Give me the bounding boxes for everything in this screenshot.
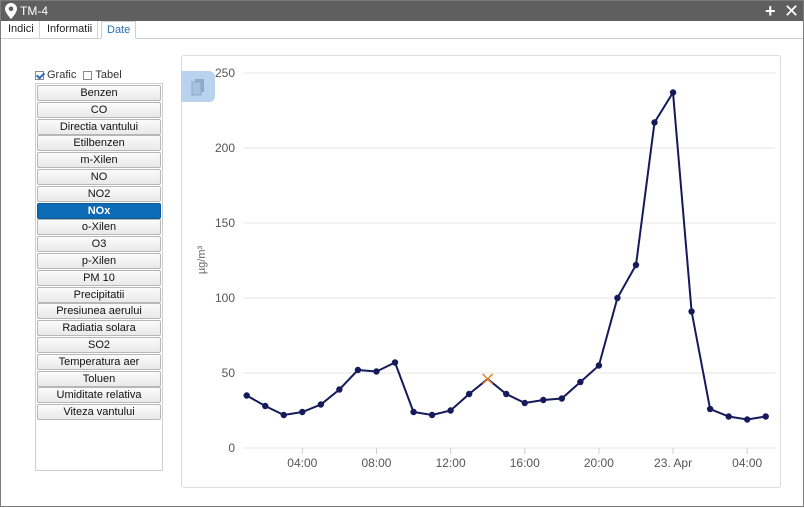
tab-date[interactable]: Date [101,21,137,39]
data-point[interactable] [280,411,287,419]
parameter-button-temperatura-aer[interactable]: Temperatura aer [37,353,161,370]
data-point[interactable] [669,89,677,96]
parameter-button-co[interactable]: CO [37,101,161,118]
add-icon[interactable]: + [765,1,776,21]
x-tick-label: 16:00 [510,456,540,470]
data-point[interactable] [632,261,640,269]
y-axis-label: µg/m³ [196,245,208,274]
chart-view-option[interactable]: Grafic [35,69,76,81]
tab-indici[interactable]: Indici [3,21,40,39]
parameter-button-viteza-vantului[interactable]: Viteza vantului [37,404,161,421]
parameter-button-nox[interactable]: NOx [37,202,161,219]
data-point[interactable] [317,401,325,408]
data-point[interactable] [558,395,566,402]
data-point[interactable] [503,390,510,398]
parameter-button-o3[interactable]: O3 [37,236,161,253]
data-point[interactable] [465,390,473,398]
data-point[interactable] [354,366,362,374]
data-point[interactable] [651,119,658,126]
x-tick-label: 04:00 [287,456,317,470]
data-point[interactable] [336,386,343,393]
data-point[interactable] [743,416,751,423]
data-point[interactable] [521,399,528,407]
view-toggle: Grafic Tabel [35,69,126,83]
parameter-button-etilbenzen[interactable]: Etilbenzen [37,135,161,152]
data-point[interactable] [614,294,621,302]
x-tick-label: 12:00 [436,456,466,470]
y-tick-label: 50 [222,366,236,380]
parameter-button-benzen[interactable]: Benzen [37,85,161,101]
data-point[interactable] [595,362,603,369]
parameter-button-precipitatii[interactable]: Precipitatii [37,286,161,303]
close-icon[interactable]: ✕ [784,1,800,21]
parameter-button-no[interactable]: NO [37,169,161,185]
x-tick-label: 20:00 [584,456,614,470]
data-point[interactable] [299,408,306,416]
title-bar: TM-4 + ✕ [1,1,803,21]
parameter-button-so2[interactable]: SO2 [37,337,161,353]
tab-bar: Indici Informatii Date [1,21,803,39]
x-tick-label: 23. Apr [654,456,692,470]
data-point[interactable] [391,359,399,366]
y-tick-label: 200 [215,141,235,155]
y-tick-label: 100 [215,291,235,305]
parameter-button-p-xilen[interactable]: p-Xilen [37,253,161,269]
parameter-button-m-xilen[interactable]: m-Xilen [37,152,161,169]
parameter-list: Benzen CO Directia vantului Etilbenzen m-Xil… [35,83,163,471]
data-point[interactable] [762,413,769,420]
data-point[interactable] [373,368,380,375]
data-point[interactable] [725,413,732,420]
parameter-button-umiditate-relativa[interactable]: Umiditate relativa [37,387,161,404]
data-point[interactable] [688,308,695,315]
series-line [246,89,766,421]
data-point[interactable] [577,378,584,386]
data-point[interactable] [243,392,250,399]
data-point[interactable] [706,405,714,413]
table-view-label: Tabel [95,69,122,81]
y-tick-label: 250 [215,66,235,80]
table-view-option[interactable]: Tabel [83,69,122,81]
data-point[interactable] [447,407,454,414]
export-button[interactable] [181,71,215,102]
data-point[interactable] [262,402,269,410]
parameter-button-presiunea-aerului[interactable]: Presiunea aerului [37,303,161,320]
parameter-button-pm-10[interactable]: PM 10 [37,269,161,286]
checkbox-icon[interactable] [83,70,93,80]
y-tick-label: 0 [228,441,235,455]
parameter-button-radiatia-solara[interactable]: Radiatia solara [37,320,161,337]
data-point[interactable] [428,411,436,419]
parameter-button-directia-vantului[interactable]: Directia vantului [37,118,161,135]
x-tick-label: 04:00 [732,456,762,470]
data-point[interactable] [540,396,547,404]
chart-view-label: Grafic [47,69,77,81]
parameter-button-toluen[interactable]: Toluen [37,370,161,387]
parameter-button-no2[interactable]: NO2 [37,185,161,202]
document-icon [191,79,204,96]
data-point[interactable] [410,408,417,416]
window-title: TM-4 [20,4,48,18]
location-pin-icon [5,3,17,19]
x-tick-label: 08:00 [361,456,391,470]
tab-informatii[interactable]: Informatii [42,21,99,39]
y-tick-label: 150 [215,216,235,230]
data-point-highlighted[interactable] [482,373,494,385]
checkbox-checked-icon[interactable] [35,70,44,80]
parameter-button-o-xilen[interactable]: o-Xilen [37,219,161,236]
